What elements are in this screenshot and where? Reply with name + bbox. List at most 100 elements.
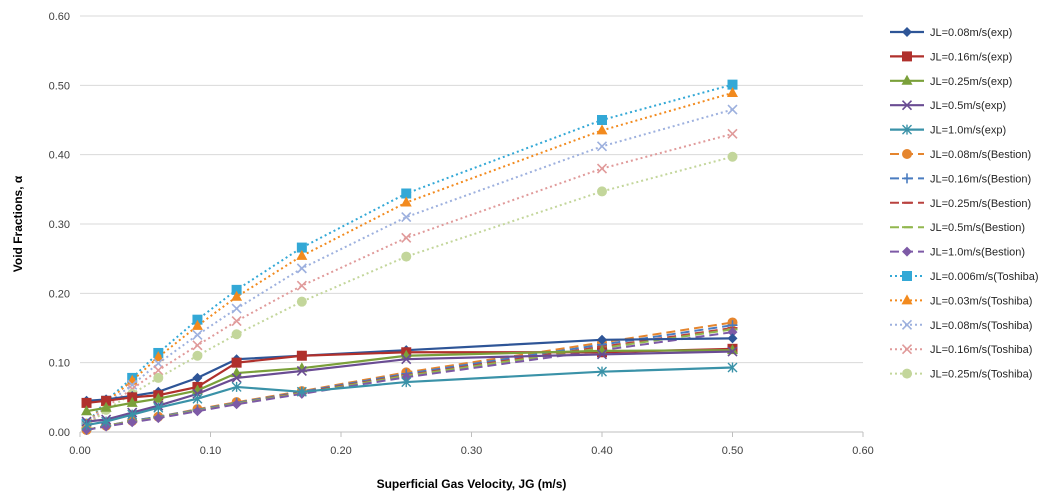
y-tick-label: 0.30 [49, 219, 70, 231]
data-point [231, 399, 242, 410]
data-point [597, 334, 607, 345]
data-point [597, 366, 607, 377]
legend-label: JL=0.08m/s(Toshiba) [930, 320, 1032, 332]
legend-marker [901, 344, 913, 355]
y-tick-label: 0.50 [49, 80, 70, 92]
data-point [727, 333, 738, 344]
data-point [152, 392, 164, 403]
legend-label: JL=0.08m/s(exp) [930, 27, 1012, 39]
legend-item: JL=0.16m/s(exp) [890, 51, 1012, 63]
data-point [727, 151, 738, 162]
legend-marker [901, 319, 913, 330]
data-point [153, 372, 164, 383]
legend-item: JL=0.08m/s(Bestion) [890, 149, 1031, 161]
data-point [727, 362, 738, 373]
data-point [81, 405, 93, 416]
series-5 [81, 362, 738, 431]
legend-label: JL=0.16m/s(Toshiba) [930, 344, 1032, 356]
legend-item: JL=0.25m/s(Toshiba) [890, 368, 1032, 381]
y-tick-label: 0.20 [49, 288, 70, 300]
data-point [101, 416, 112, 427]
legend-marker [902, 124, 912, 135]
data-point [192, 372, 203, 383]
y-tick-label: 0.00 [49, 427, 70, 439]
data-point [727, 86, 738, 97]
data-point [192, 340, 203, 351]
legend-marker [901, 100, 913, 111]
data-point [401, 377, 412, 388]
legend-label: JL=0.25m/s(Toshiba) [930, 369, 1032, 381]
data-point [296, 249, 308, 260]
legend: JL=0.08m/s(exp) JL=0.16m/s(exp) JL=0.25m/s… [890, 27, 1039, 381]
series-4 [81, 346, 738, 427]
legend-label: JL=0.03m/s(Toshiba) [930, 295, 1032, 307]
legend-item: JL=0.5m/s(exp) [890, 100, 1006, 112]
data-point [401, 188, 412, 199]
legend-item: JL=0.16m/s(Bestion) [890, 173, 1031, 185]
data-point [231, 357, 242, 368]
data-point [192, 329, 203, 340]
legend-item: JL=0.25m/s(Bestion) [890, 198, 1031, 210]
series-line [86, 331, 733, 431]
series-line [85, 108, 733, 426]
data-point [596, 349, 608, 360]
series-line [86, 366, 733, 427]
data-point [296, 263, 307, 274]
data-point [231, 329, 242, 340]
data-point [100, 401, 112, 412]
y-tick-label: 0.40 [49, 150, 70, 162]
data-point [296, 386, 307, 397]
data-point [127, 409, 138, 420]
legend-item: JL=0.16m/s(Toshiba) [890, 344, 1032, 356]
data-point [727, 104, 738, 115]
data-point [231, 381, 242, 392]
data-point [192, 393, 203, 404]
legend-label: JL=0.25m/s(exp) [930, 76, 1012, 88]
legend-item: JL=0.08m/s(Toshiba) [890, 319, 1032, 332]
x-tick-label: 0.00 [69, 445, 90, 457]
legend-label: JL=0.006m/s(Toshiba) [930, 271, 1039, 283]
data-point [231, 284, 242, 295]
series-line [86, 337, 733, 402]
data-point [596, 124, 608, 135]
legend-label: JL=0.5m/s(exp) [930, 100, 1006, 112]
series-line [85, 155, 733, 428]
data-point [126, 396, 138, 407]
legend-marker [902, 368, 912, 379]
legend-marker [902, 51, 912, 62]
legend-label: JL=0.5m/s(Bestion) [930, 222, 1025, 234]
legend-label: JL=1.0m/s(exp) [930, 125, 1006, 137]
series-line [85, 132, 733, 427]
data-point [153, 365, 164, 376]
data-point [81, 397, 92, 408]
data-point [192, 314, 203, 325]
legend-item: JL=1.0m/s(exp) [890, 124, 1006, 137]
x-tick-label: 0.60 [852, 445, 873, 457]
y-tick-label: 0.60 [49, 11, 70, 23]
legend-label: JL=1.0m/s(Bestion) [930, 247, 1025, 259]
data-point [596, 163, 608, 174]
data-point [296, 350, 307, 361]
legend-item: JL=0.08m/s(exp) [890, 27, 1012, 39]
data-point [597, 186, 607, 197]
data-point [231, 316, 242, 327]
data-point [727, 346, 738, 357]
series-line [85, 91, 733, 426]
data-point [597, 115, 607, 125]
data-point [296, 242, 307, 253]
x-tick-label: 0.20 [330, 445, 351, 457]
data-point [81, 420, 92, 431]
series-line [85, 83, 733, 425]
data-point [727, 79, 738, 90]
x-tick-label: 0.30 [461, 445, 482, 457]
y-axis-title: Void Fractions, α [11, 175, 25, 272]
data-point [296, 365, 307, 377]
data-point [192, 406, 203, 417]
x-tick-label: 0.10 [200, 445, 221, 457]
series-line [86, 349, 733, 413]
x-axis-title: Superficial Gas Velocity, JG (m/s) [377, 477, 567, 491]
data-point [192, 350, 203, 361]
data-point [596, 141, 608, 152]
legend-label: JL=0.25m/s(Bestion) [930, 198, 1031, 210]
